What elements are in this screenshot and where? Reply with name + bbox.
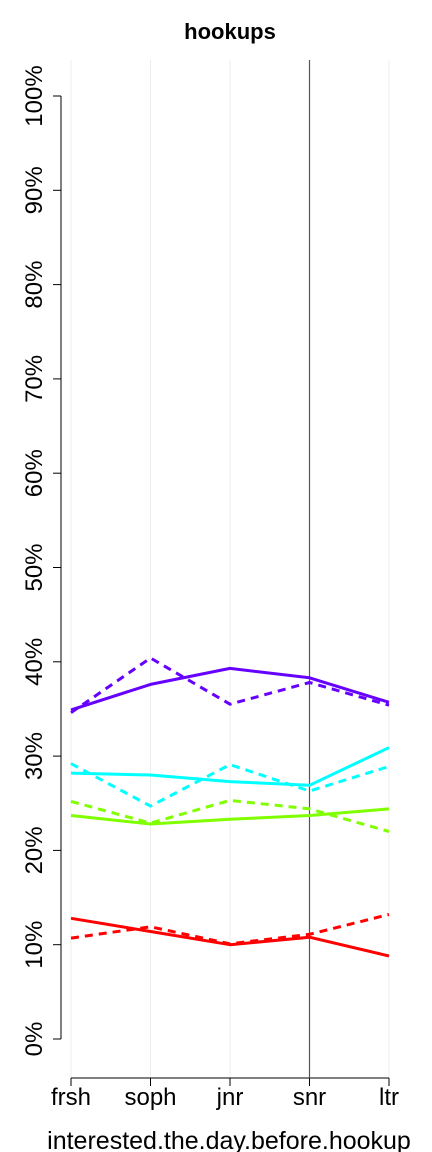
y-tick-label: 10% (21, 921, 48, 969)
series-line-3-dashed (70, 762, 390, 808)
y-tick-label: 50% (21, 543, 48, 591)
x-tick-label: snr (293, 1084, 326, 1111)
x-tick-label: soph (124, 1084, 176, 1111)
y-tick-label: 70% (21, 355, 48, 403)
y-tick-label: 0% (21, 1022, 48, 1057)
x-tick-label: ltr (379, 1084, 399, 1111)
series-line-2-solid (70, 746, 390, 787)
y-tick-label: 80% (21, 261, 48, 309)
y-tick-label: 20% (21, 826, 48, 874)
series-line-0-solid (70, 666, 390, 712)
y-tick-label: 90% (21, 166, 48, 214)
tick-labels: 0% 10% 20% 30% 40% 50% 60% 70% 80% 90% 100% frsh sop… (21, 65, 399, 1111)
series-line-5-dashed (70, 798, 390, 833)
x-tick-label: jnr (216, 1084, 244, 1111)
chart-title: hookups (184, 19, 276, 44)
series-line-4-solid (70, 807, 390, 826)
series-lines (70, 656, 390, 958)
series-line-1-dashed (70, 656, 390, 714)
y-tick-label: 100% (21, 65, 48, 126)
y-tick-label: 60% (21, 449, 48, 497)
x-axis-label: interested.the.day.before.hookup (47, 1127, 411, 1152)
y-tick-label: 30% (21, 732, 48, 780)
series-line-7-dashed (70, 913, 390, 946)
x-tick-label: frsh (51, 1084, 91, 1111)
y-tick-label: 40% (21, 638, 48, 686)
axes (53, 60, 390, 1086)
